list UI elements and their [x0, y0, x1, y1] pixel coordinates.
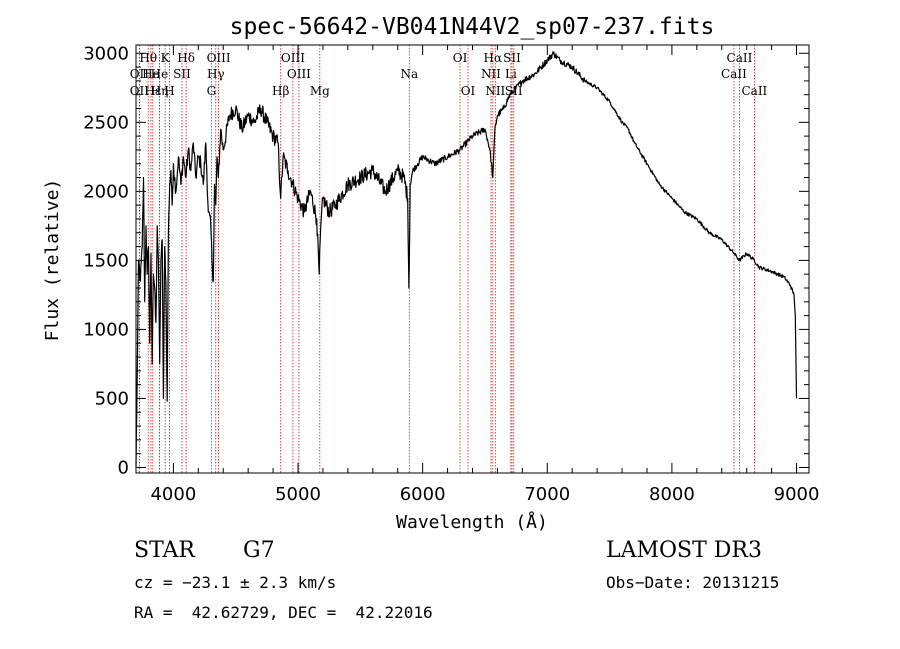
spectral-line-label: SII	[503, 51, 521, 65]
spectral-line-label: OIII	[207, 51, 231, 65]
spectral-line-label: OII	[130, 84, 150, 98]
spectral-line-label: CaII	[741, 84, 767, 98]
x-tick-label: 7000	[524, 484, 570, 505]
y-tick-label: 0	[118, 457, 129, 478]
spectral-line-label: OII	[130, 67, 150, 81]
chart-title: spec-56642-VB041N44V2_sp07-237.fits	[230, 14, 715, 40]
y-tick-label: 1000	[83, 319, 129, 340]
y-tick-label: 500	[95, 388, 129, 409]
y-tick-label: 1500	[83, 250, 129, 271]
spectral-line-label: OIII	[287, 67, 311, 81]
spectral-line-label: Hθ	[139, 51, 157, 65]
object-subclass: G7	[243, 538, 275, 563]
spectral-line-label: Hα	[484, 51, 503, 65]
x-tick-label: 5000	[275, 484, 321, 505]
spectral-line-label: Hγ	[207, 67, 225, 81]
redshift-cz: cz = −23.1 ± 2.3 km/s	[134, 573, 337, 592]
y-axis-ticks: 0 500 1000 1500 2000 2500 3000	[83, 43, 809, 478]
spectral-line-label: Hη	[151, 84, 169, 98]
spectral-line-label: NII	[481, 67, 501, 81]
spectral-line-label: He	[142, 67, 160, 81]
spectral-line-label: H	[164, 84, 174, 98]
y-tick-label: 3000	[83, 43, 129, 64]
spectral-line-label: He	[151, 67, 169, 81]
y-tick-label: 2500	[83, 112, 129, 133]
spectral-line-label: K	[161, 51, 171, 65]
spectral-line-label: OI	[453, 51, 468, 65]
observation-date: Obs−Date: 20131215	[606, 573, 780, 592]
x-axis-ticks: 4000 5000 6000 7000 8000 9000	[150, 45, 819, 505]
x-tick-label: 6000	[400, 484, 446, 505]
spectral-line-label: OI	[461, 84, 476, 98]
x-tick-label: 9000	[774, 484, 820, 505]
x-tick-label: 8000	[649, 484, 695, 505]
y-axis-label: Flux (relative)	[42, 179, 63, 342]
spectral-line-label: OIII	[281, 51, 305, 65]
spectral-line-label: SII	[173, 67, 191, 81]
object-class: STAR	[134, 538, 195, 563]
spectral-line-label: G	[207, 84, 217, 98]
y-tick-label: 2000	[83, 181, 129, 202]
spectral-line-label: SII	[505, 84, 523, 98]
coordinates: RA = 42.62729, DEC = 42.22016	[134, 603, 433, 622]
spectral-line-label: Li	[505, 67, 517, 81]
spectral-line-markers	[138, 45, 755, 473]
spectral-line-label: Hδ	[177, 51, 195, 65]
survey-name: LAMOST DR3	[606, 538, 762, 563]
spectrum-line	[135, 51, 798, 468]
spectral-line-label: Hβ	[272, 84, 289, 98]
spectral-line-label: CaII	[721, 67, 747, 81]
spectral-line-label: Mg	[310, 84, 330, 98]
spectral-line-label: NII	[485, 84, 505, 98]
x-axis-label: Wavelength (Å)	[396, 511, 548, 533]
spectral-line-label: CaII	[727, 51, 753, 65]
spectral-line-label: Hε	[144, 84, 161, 98]
x-tick-label: 4000	[150, 484, 196, 505]
spectral-line-label: Na	[400, 67, 418, 81]
